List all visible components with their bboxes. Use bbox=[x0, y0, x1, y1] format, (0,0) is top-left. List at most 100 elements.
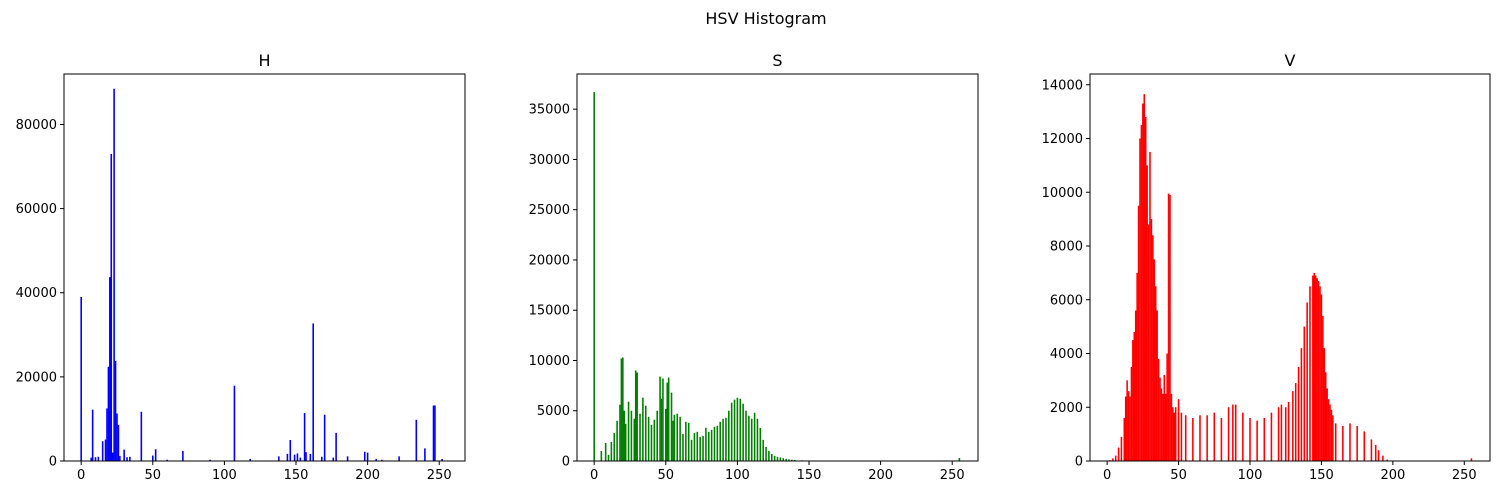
x-tick-label: 150 bbox=[797, 468, 822, 483]
histogram-bar bbox=[1309, 286, 1311, 461]
histogram-bar bbox=[424, 448, 426, 461]
histogram-bar bbox=[1137, 205, 1140, 461]
x-tick-label: 250 bbox=[940, 468, 965, 483]
histogram-bar bbox=[607, 454, 610, 461]
histogram-bar bbox=[1316, 278, 1318, 461]
histogram-bar bbox=[432, 405, 435, 461]
histogram-bar bbox=[1173, 412, 1176, 462]
histogram-bar bbox=[1227, 407, 1230, 461]
histogram-bar bbox=[1284, 407, 1287, 461]
histogram-bar bbox=[1327, 399, 1330, 461]
histogram-bar bbox=[113, 88, 115, 461]
y-tick-label: 0 bbox=[562, 455, 570, 470]
histogram-bar bbox=[650, 424, 653, 461]
histogram-bar bbox=[1374, 444, 1377, 462]
histogram-bar bbox=[1242, 412, 1244, 462]
histogram-bar bbox=[782, 458, 785, 461]
histogram-bar bbox=[94, 457, 97, 461]
subplot-h: H 0 50 100 150 200 250 0 20000 40000 60000 80000 bbox=[16, 51, 466, 483]
histogram-bar bbox=[730, 402, 733, 461]
histogram-bar bbox=[91, 409, 94, 461]
histogram-bar bbox=[716, 425, 719, 461]
histogram-bar bbox=[676, 413, 679, 461]
histogram-bar bbox=[1166, 353, 1168, 461]
subplot-title: H bbox=[258, 51, 270, 70]
histogram-bar bbox=[660, 398, 663, 461]
histogram-bar bbox=[779, 457, 782, 461]
histogram-bar bbox=[278, 456, 280, 461]
subplot-s: S 0 50 100 150 200 250 0 5000 10000 15000 20000 2500… bbox=[529, 51, 979, 483]
subplot-title: V bbox=[1285, 51, 1296, 70]
histogram-bar bbox=[126, 457, 128, 461]
y-tick-label: 80000 bbox=[16, 118, 57, 133]
histogram-bar bbox=[1169, 194, 1171, 461]
histogram-bar bbox=[299, 457, 302, 461]
histogram-bar bbox=[624, 423, 627, 461]
histogram-bar bbox=[604, 442, 607, 461]
histogram-bar bbox=[1199, 415, 1201, 461]
y-tick-label: 8000 bbox=[1050, 240, 1083, 255]
subplot-v: V 0 50 100 150 200 250 0 2000 4000 6000 8000 10000 12… bbox=[1042, 51, 1491, 483]
histogram-bar bbox=[1349, 423, 1351, 462]
histogram-bar bbox=[1314, 275, 1317, 461]
histogram-bar bbox=[1153, 259, 1156, 461]
histogram-bar bbox=[690, 439, 693, 461]
histogram-bar bbox=[101, 441, 104, 461]
y-tick-label: 10000 bbox=[1042, 186, 1083, 201]
y-tick-label: 2000 bbox=[1050, 401, 1083, 416]
histogram-bar bbox=[762, 439, 764, 461]
y-tick-label: 0 bbox=[1075, 455, 1083, 470]
x-tick-label: 200 bbox=[355, 468, 380, 483]
histogram-bar bbox=[647, 416, 650, 461]
histogram-bar bbox=[1123, 418, 1126, 461]
histogram-bar bbox=[415, 419, 418, 461]
histogram-bar bbox=[665, 408, 667, 461]
histogram-bar bbox=[1370, 439, 1373, 461]
histogram-bar bbox=[1263, 418, 1266, 461]
y-tick-label: 14000 bbox=[1042, 78, 1083, 93]
histogram-bar bbox=[710, 429, 713, 461]
histogram-bar bbox=[719, 421, 722, 461]
histogram-bar bbox=[1386, 459, 1388, 461]
histogram-bar bbox=[685, 421, 687, 461]
histogram-bar bbox=[110, 153, 113, 462]
y-tick-label: 6000 bbox=[1050, 293, 1083, 308]
histogram-bar bbox=[707, 431, 710, 461]
histogram-bar bbox=[600, 450, 603, 461]
y-tick-label: 35000 bbox=[529, 103, 570, 118]
histogram-bar bbox=[1133, 332, 1136, 461]
histogram-bar bbox=[1147, 224, 1150, 461]
histogram-bar bbox=[90, 457, 92, 461]
histogram-bar bbox=[1163, 375, 1166, 461]
histogram-bar bbox=[1124, 396, 1127, 461]
histogram-bar bbox=[296, 453, 299, 461]
histogram-bar bbox=[1313, 272, 1316, 462]
histogram-bar bbox=[140, 411, 143, 461]
histogram-bar bbox=[335, 432, 337, 461]
histogram-bar bbox=[670, 392, 673, 461]
histogram-bar bbox=[1320, 294, 1323, 462]
x-tick-label: 200 bbox=[1380, 468, 1405, 483]
histogram-bar bbox=[1326, 388, 1328, 461]
histogram-bar bbox=[1159, 377, 1161, 461]
histogram-bar bbox=[1162, 393, 1164, 461]
histogram-bar bbox=[682, 433, 684, 461]
histogram-bar bbox=[366, 452, 369, 461]
histogram-bar bbox=[152, 455, 154, 461]
histogram-bar bbox=[667, 377, 670, 461]
histogram-bar bbox=[728, 410, 730, 461]
histogram-bar bbox=[639, 413, 641, 461]
histogram-bar bbox=[398, 456, 400, 461]
y-tick-label: 60000 bbox=[16, 202, 57, 217]
histogram-bar bbox=[1154, 286, 1157, 461]
histogram-bar bbox=[1130, 366, 1133, 461]
histogram-bar bbox=[773, 455, 776, 461]
histogram-bar bbox=[114, 360, 117, 461]
histogram-bar bbox=[1160, 388, 1163, 461]
histogram-bar bbox=[1319, 286, 1321, 461]
x-tick-label: 100 bbox=[1238, 468, 1263, 483]
histogram-bar bbox=[1213, 412, 1216, 462]
histogram-bar bbox=[1280, 404, 1283, 461]
histogram-bar bbox=[1363, 431, 1366, 461]
histogram-bar bbox=[1312, 275, 1314, 461]
